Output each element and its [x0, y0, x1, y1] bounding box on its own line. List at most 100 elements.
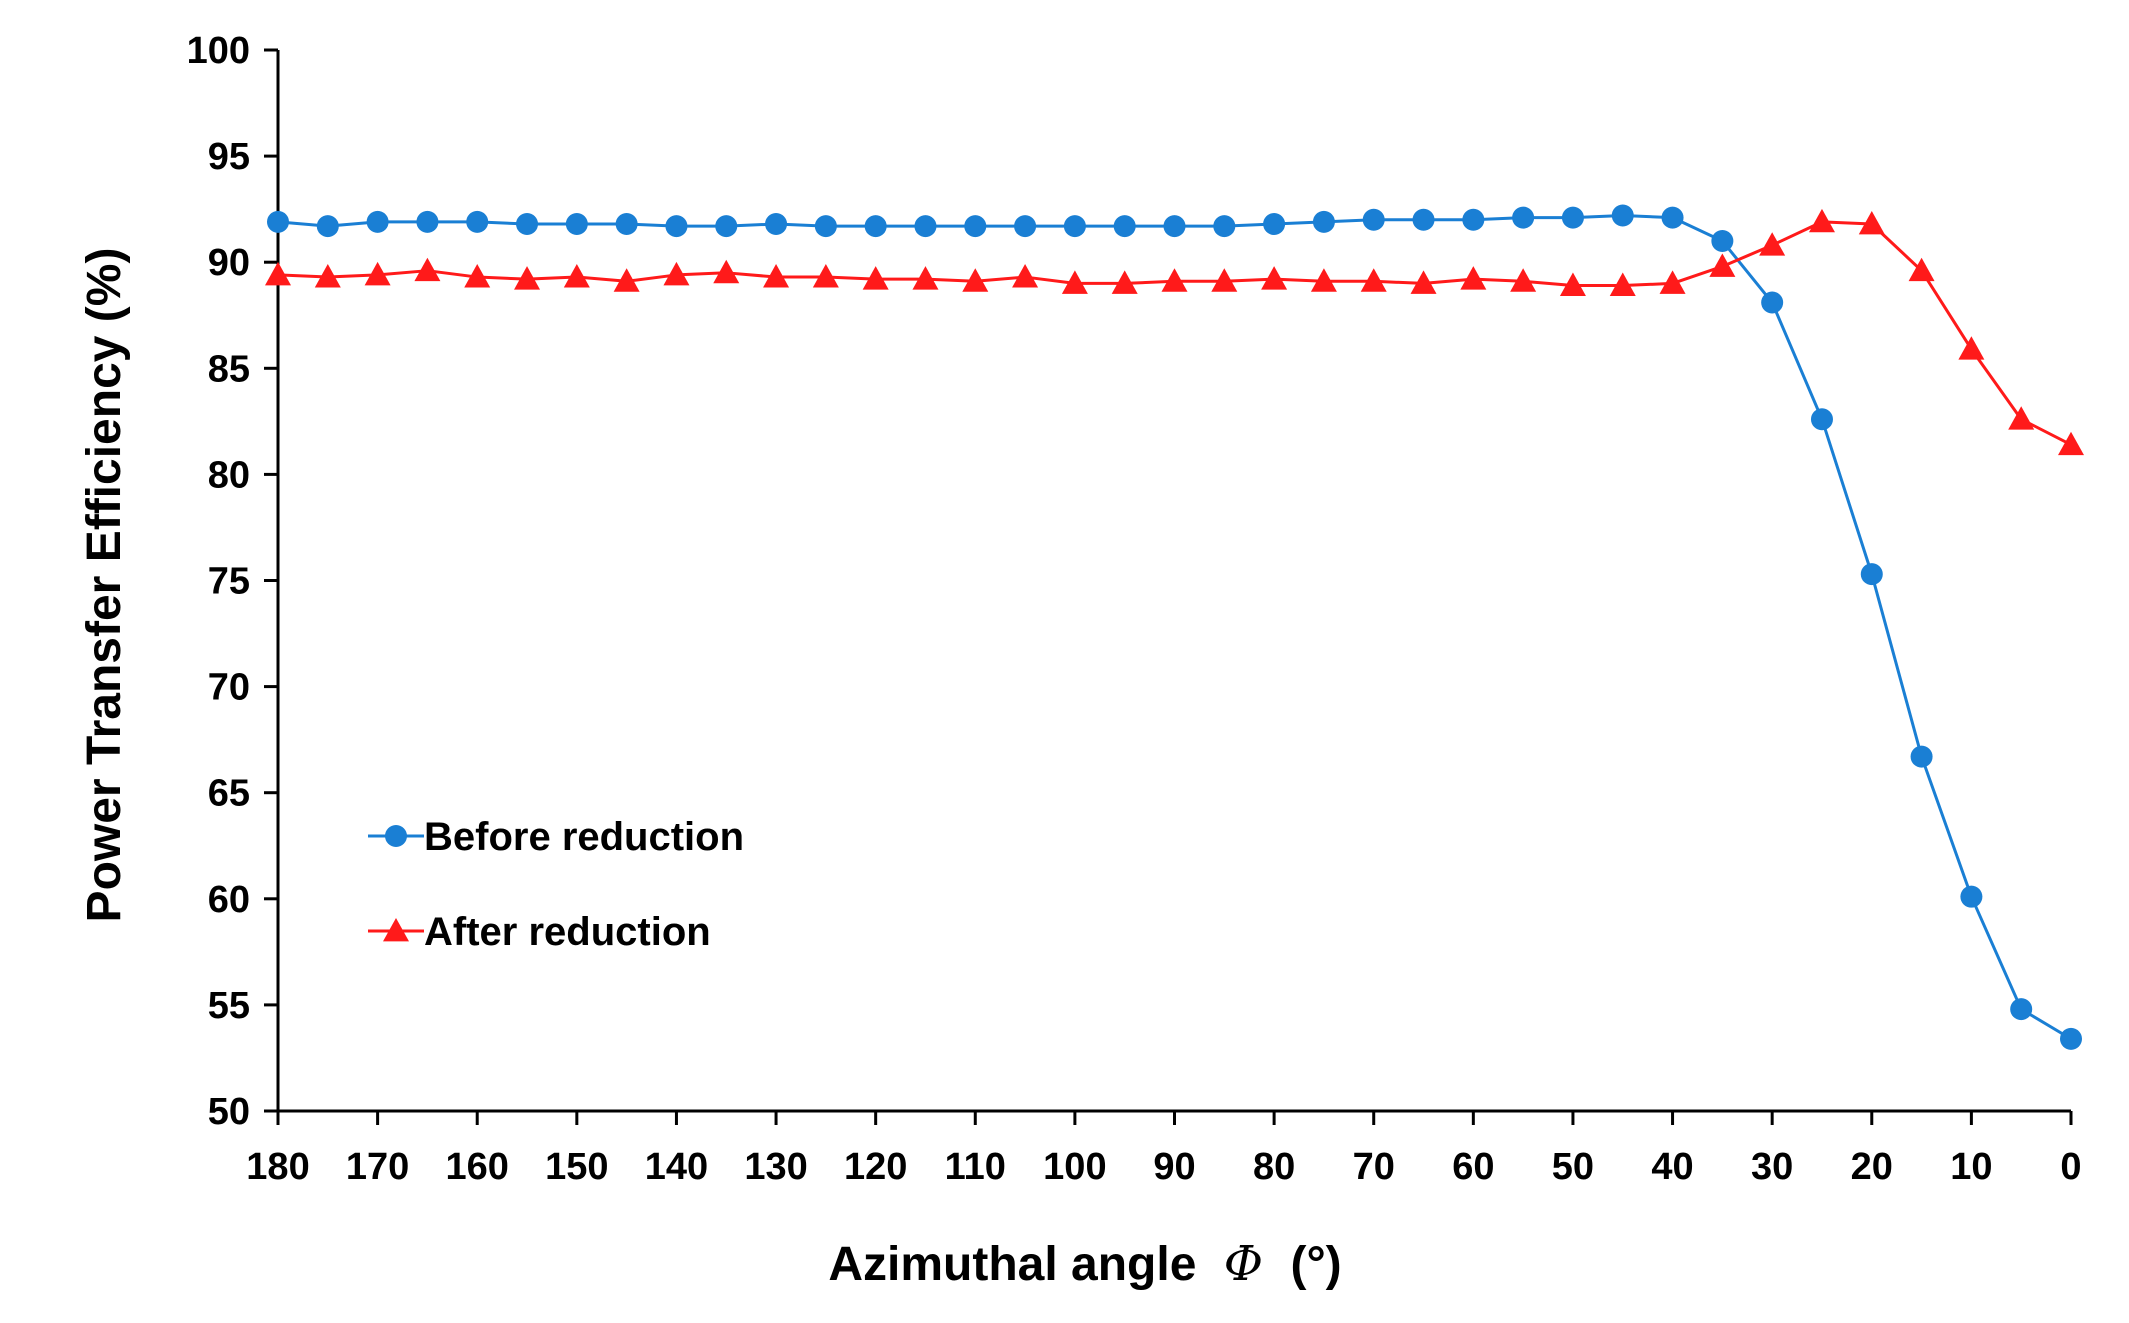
data-point-after-reduction — [812, 264, 839, 288]
series-line-after-reduction — [277, 220, 2072, 447]
data-point-before-reduction — [765, 213, 788, 236]
data-point-before-reduction — [366, 210, 389, 233]
data-point-before-reduction — [1312, 210, 1335, 233]
data-point-before-reduction — [1113, 215, 1136, 238]
data-point-after-reduction — [1161, 268, 1188, 292]
data-point-after-reduction — [2008, 406, 2035, 430]
data-point-after-reduction — [1310, 268, 1337, 292]
data-point-after-reduction — [912, 266, 939, 290]
data-point-after-reduction — [1360, 268, 1387, 292]
data-point-before-reduction — [565, 213, 588, 236]
data-point-after-reduction — [464, 264, 491, 288]
x-tick-label: 160 — [446, 1146, 509, 1188]
data-point-after-reduction — [314, 264, 341, 288]
data-point-after-reduction — [862, 266, 889, 290]
x-tick-label: 180 — [246, 1146, 309, 1188]
y-tick-label: 100 — [187, 30, 250, 72]
legend: Before reduction After reduction — [368, 815, 744, 954]
data-point-after-reduction — [1012, 264, 1039, 288]
x-tick-label: 0 — [2060, 1146, 2081, 1188]
data-point-before-reduction — [1263, 213, 1286, 236]
data-point-before-reduction — [1213, 215, 1236, 238]
data-point-after-reduction — [763, 264, 790, 288]
data-point-after-reduction — [1410, 270, 1437, 294]
data-point-after-reduction — [414, 257, 441, 282]
data-point-before-reduction — [1611, 204, 1634, 227]
data-point-after-reduction — [1759, 232, 1786, 256]
legend-item-before-reduction: Before reduction — [368, 815, 744, 859]
data-point-after-reduction — [1908, 257, 1935, 282]
data-point-before-reduction — [1711, 229, 1734, 252]
data-point-after-reduction — [1559, 272, 1586, 296]
data-point-before-reduction — [1014, 215, 1037, 238]
data-point-before-reduction — [864, 215, 887, 238]
x-tick-label: 40 — [1651, 1146, 1693, 1188]
data-point-before-reduction — [2010, 998, 2033, 1021]
data-point-after-reduction — [1111, 270, 1138, 294]
y-tick-label: 55 — [208, 985, 250, 1027]
data-point-before-reduction — [814, 215, 837, 238]
legend-label: After reduction — [424, 910, 711, 954]
data-point-before-reduction — [615, 213, 638, 236]
data-point-after-reduction — [2058, 431, 2084, 456]
y-tick-label: 60 — [208, 879, 250, 921]
y-tick-label: 85 — [208, 348, 250, 390]
x-tick-label: 30 — [1751, 1146, 1793, 1188]
data-point-before-reduction — [1163, 215, 1186, 238]
y-tick-label: 80 — [208, 454, 250, 496]
y-tick-label: 75 — [208, 561, 250, 603]
data-point-before-reduction — [466, 210, 489, 233]
data-point-before-reduction — [1761, 291, 1784, 314]
x-tick-label: 140 — [645, 1146, 708, 1188]
x-tick-label: 50 — [1552, 1146, 1594, 1188]
x-tick-label: 170 — [346, 1146, 409, 1188]
y-tick-label: 95 — [208, 136, 250, 178]
x-tick-label: 110 — [945, 1146, 1006, 1188]
x-axis-title-text: Azimuthal angle — [828, 1238, 1196, 1291]
data-point-after-reduction — [1261, 266, 1288, 290]
y-tick-label: 65 — [208, 773, 250, 815]
data-point-before-reduction — [1362, 208, 1385, 231]
x-tick-label: 80 — [1253, 1146, 1295, 1188]
y-tick-label: 90 — [208, 242, 250, 284]
data-point-after-reduction — [1061, 270, 1088, 294]
x-tick-label: 20 — [1851, 1146, 1893, 1188]
data-point-before-reduction — [914, 215, 937, 238]
x-axis-title-symbol: Φ — [1224, 1236, 1263, 1292]
data-point-before-reduction — [516, 213, 539, 236]
data-point-before-reduction — [1810, 408, 1833, 431]
data-point-before-reduction — [1512, 206, 1535, 229]
legend-item-after-reduction: After reduction — [368, 910, 711, 954]
x-tick-label: 150 — [545, 1146, 608, 1188]
x-tick-label: 10 — [1950, 1146, 1992, 1188]
x-tick-label: 100 — [1043, 1146, 1106, 1188]
y-tick-label: 50 — [208, 1091, 250, 1133]
data-point-after-reduction — [364, 261, 391, 286]
x-tick-label: 130 — [744, 1146, 807, 1188]
data-point-after-reduction — [1709, 253, 1736, 277]
legend-marker — [383, 918, 409, 942]
data-point-after-reduction — [1958, 336, 1985, 360]
data-point-before-reduction — [715, 215, 738, 238]
series-after-reduction — [265, 208, 2084, 456]
data-point-after-reduction — [713, 259, 740, 284]
data-point-after-reduction — [1460, 266, 1487, 290]
data-point-after-reduction — [265, 261, 291, 286]
data-point-after-reduction — [1510, 268, 1537, 292]
data-point-before-reduction — [1960, 885, 1983, 908]
legend-label: Before reduction — [424, 815, 744, 859]
data-point-after-reduction — [962, 268, 989, 292]
data-point-before-reduction — [1860, 563, 1883, 586]
data-point-before-reduction — [1661, 206, 1684, 229]
series-layer — [265, 204, 2084, 1050]
data-point-before-reduction — [1063, 215, 1086, 238]
legend-marker — [385, 825, 407, 847]
x-tick-label: 90 — [1153, 1146, 1195, 1188]
data-point-before-reduction — [964, 215, 987, 238]
data-point-before-reduction — [2060, 1027, 2082, 1050]
data-point-after-reduction — [1858, 211, 1885, 235]
data-point-before-reduction — [1561, 206, 1584, 229]
y-axis-title: Power Transfer Efficiency (%) — [78, 248, 131, 923]
